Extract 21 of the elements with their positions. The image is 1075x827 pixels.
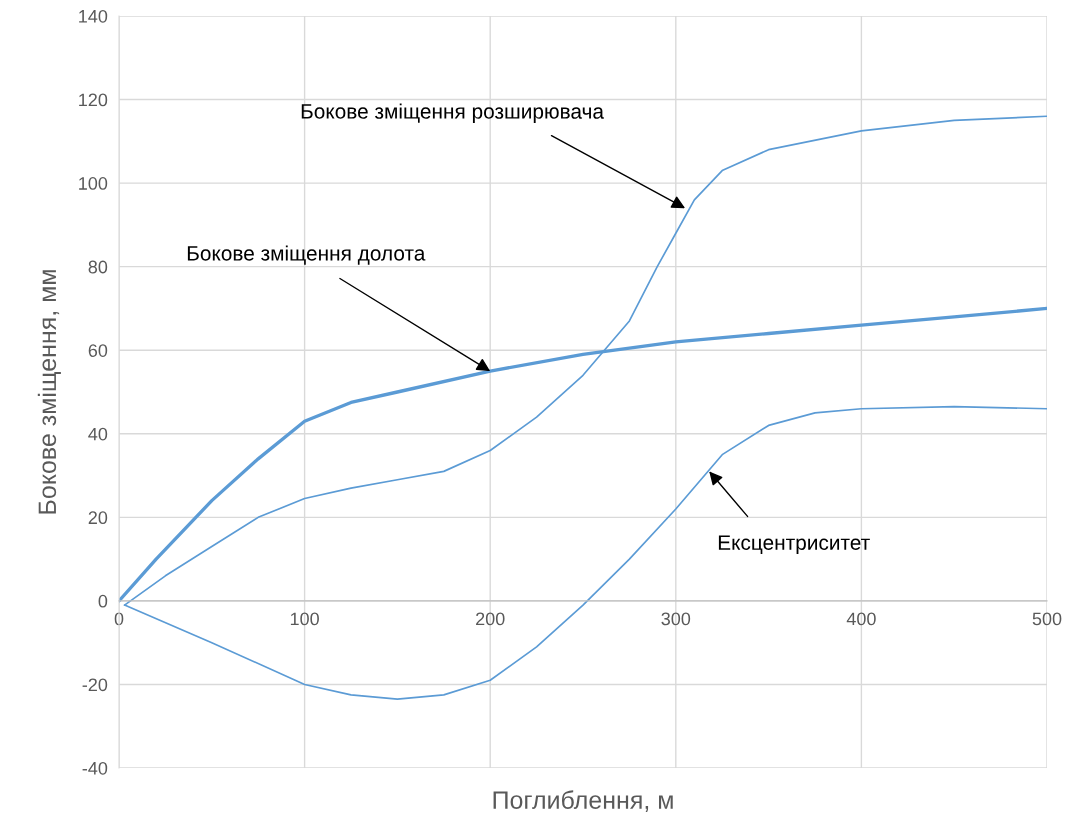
y-axis-title: Бокове зміщення, мм	[37, 270, 61, 514]
y-tick-label: -40	[82, 761, 108, 775]
annotation: Бокове зміщення долота	[187, 245, 426, 265]
y-tick-label: 40	[88, 427, 108, 441]
y-tick-label: 0	[98, 594, 108, 608]
y-tick-label: 20	[88, 511, 108, 525]
annotation: Ексцентриситет	[718, 535, 870, 555]
x-tick-label: 400	[846, 612, 876, 626]
annotation: Бокове зміщення розширювача	[301, 103, 604, 123]
x-axis-title: Поглиблення, м	[493, 790, 673, 812]
y-tick-label: 100	[79, 177, 108, 190]
y-tick-label: 140	[79, 9, 108, 23]
y-tick-label: 120	[79, 93, 108, 107]
y-tick-label: 60	[88, 344, 108, 357]
x-tick-label: 0	[114, 612, 124, 626]
x-tick-label: 500	[1032, 612, 1062, 626]
x-tick-label: 100	[290, 612, 319, 626]
y-tick-label: 80	[88, 260, 108, 274]
y-tick-label: -20	[82, 678, 108, 692]
x-tick-label: 300	[661, 612, 691, 626]
x-tick-label: 200	[476, 612, 505, 626]
